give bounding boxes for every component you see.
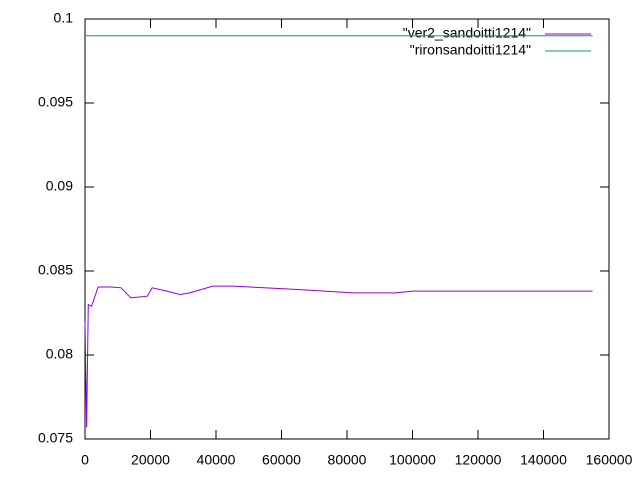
legend-label: "rironsandoitti1214" [410, 42, 531, 58]
y-tick-label: 0.1 [54, 10, 74, 26]
x-tick-label: 80000 [328, 452, 367, 468]
legend-label: "ver2_sandoitti1214" [403, 25, 531, 41]
x-tick-label: 0 [81, 452, 89, 468]
y-tick-label: 0.09 [46, 178, 73, 194]
y-tick-label: 0.095 [38, 94, 73, 110]
y-tick-label: 0.08 [46, 346, 73, 362]
x-tick-label: 20000 [131, 452, 170, 468]
x-tick-label: 120000 [455, 452, 502, 468]
x-tick-label: 60000 [262, 452, 301, 468]
x-tick-label: 140000 [520, 452, 567, 468]
y-tick-label: 0.075 [38, 430, 73, 446]
y-tick-label: 0.085 [38, 262, 73, 278]
series-line [84, 285, 593, 428]
x-tick-label: 160000 [586, 452, 633, 468]
plot-frame [84, 18, 610, 440]
x-tick-label: 100000 [389, 452, 436, 468]
x-tick-label: 40000 [197, 452, 236, 468]
